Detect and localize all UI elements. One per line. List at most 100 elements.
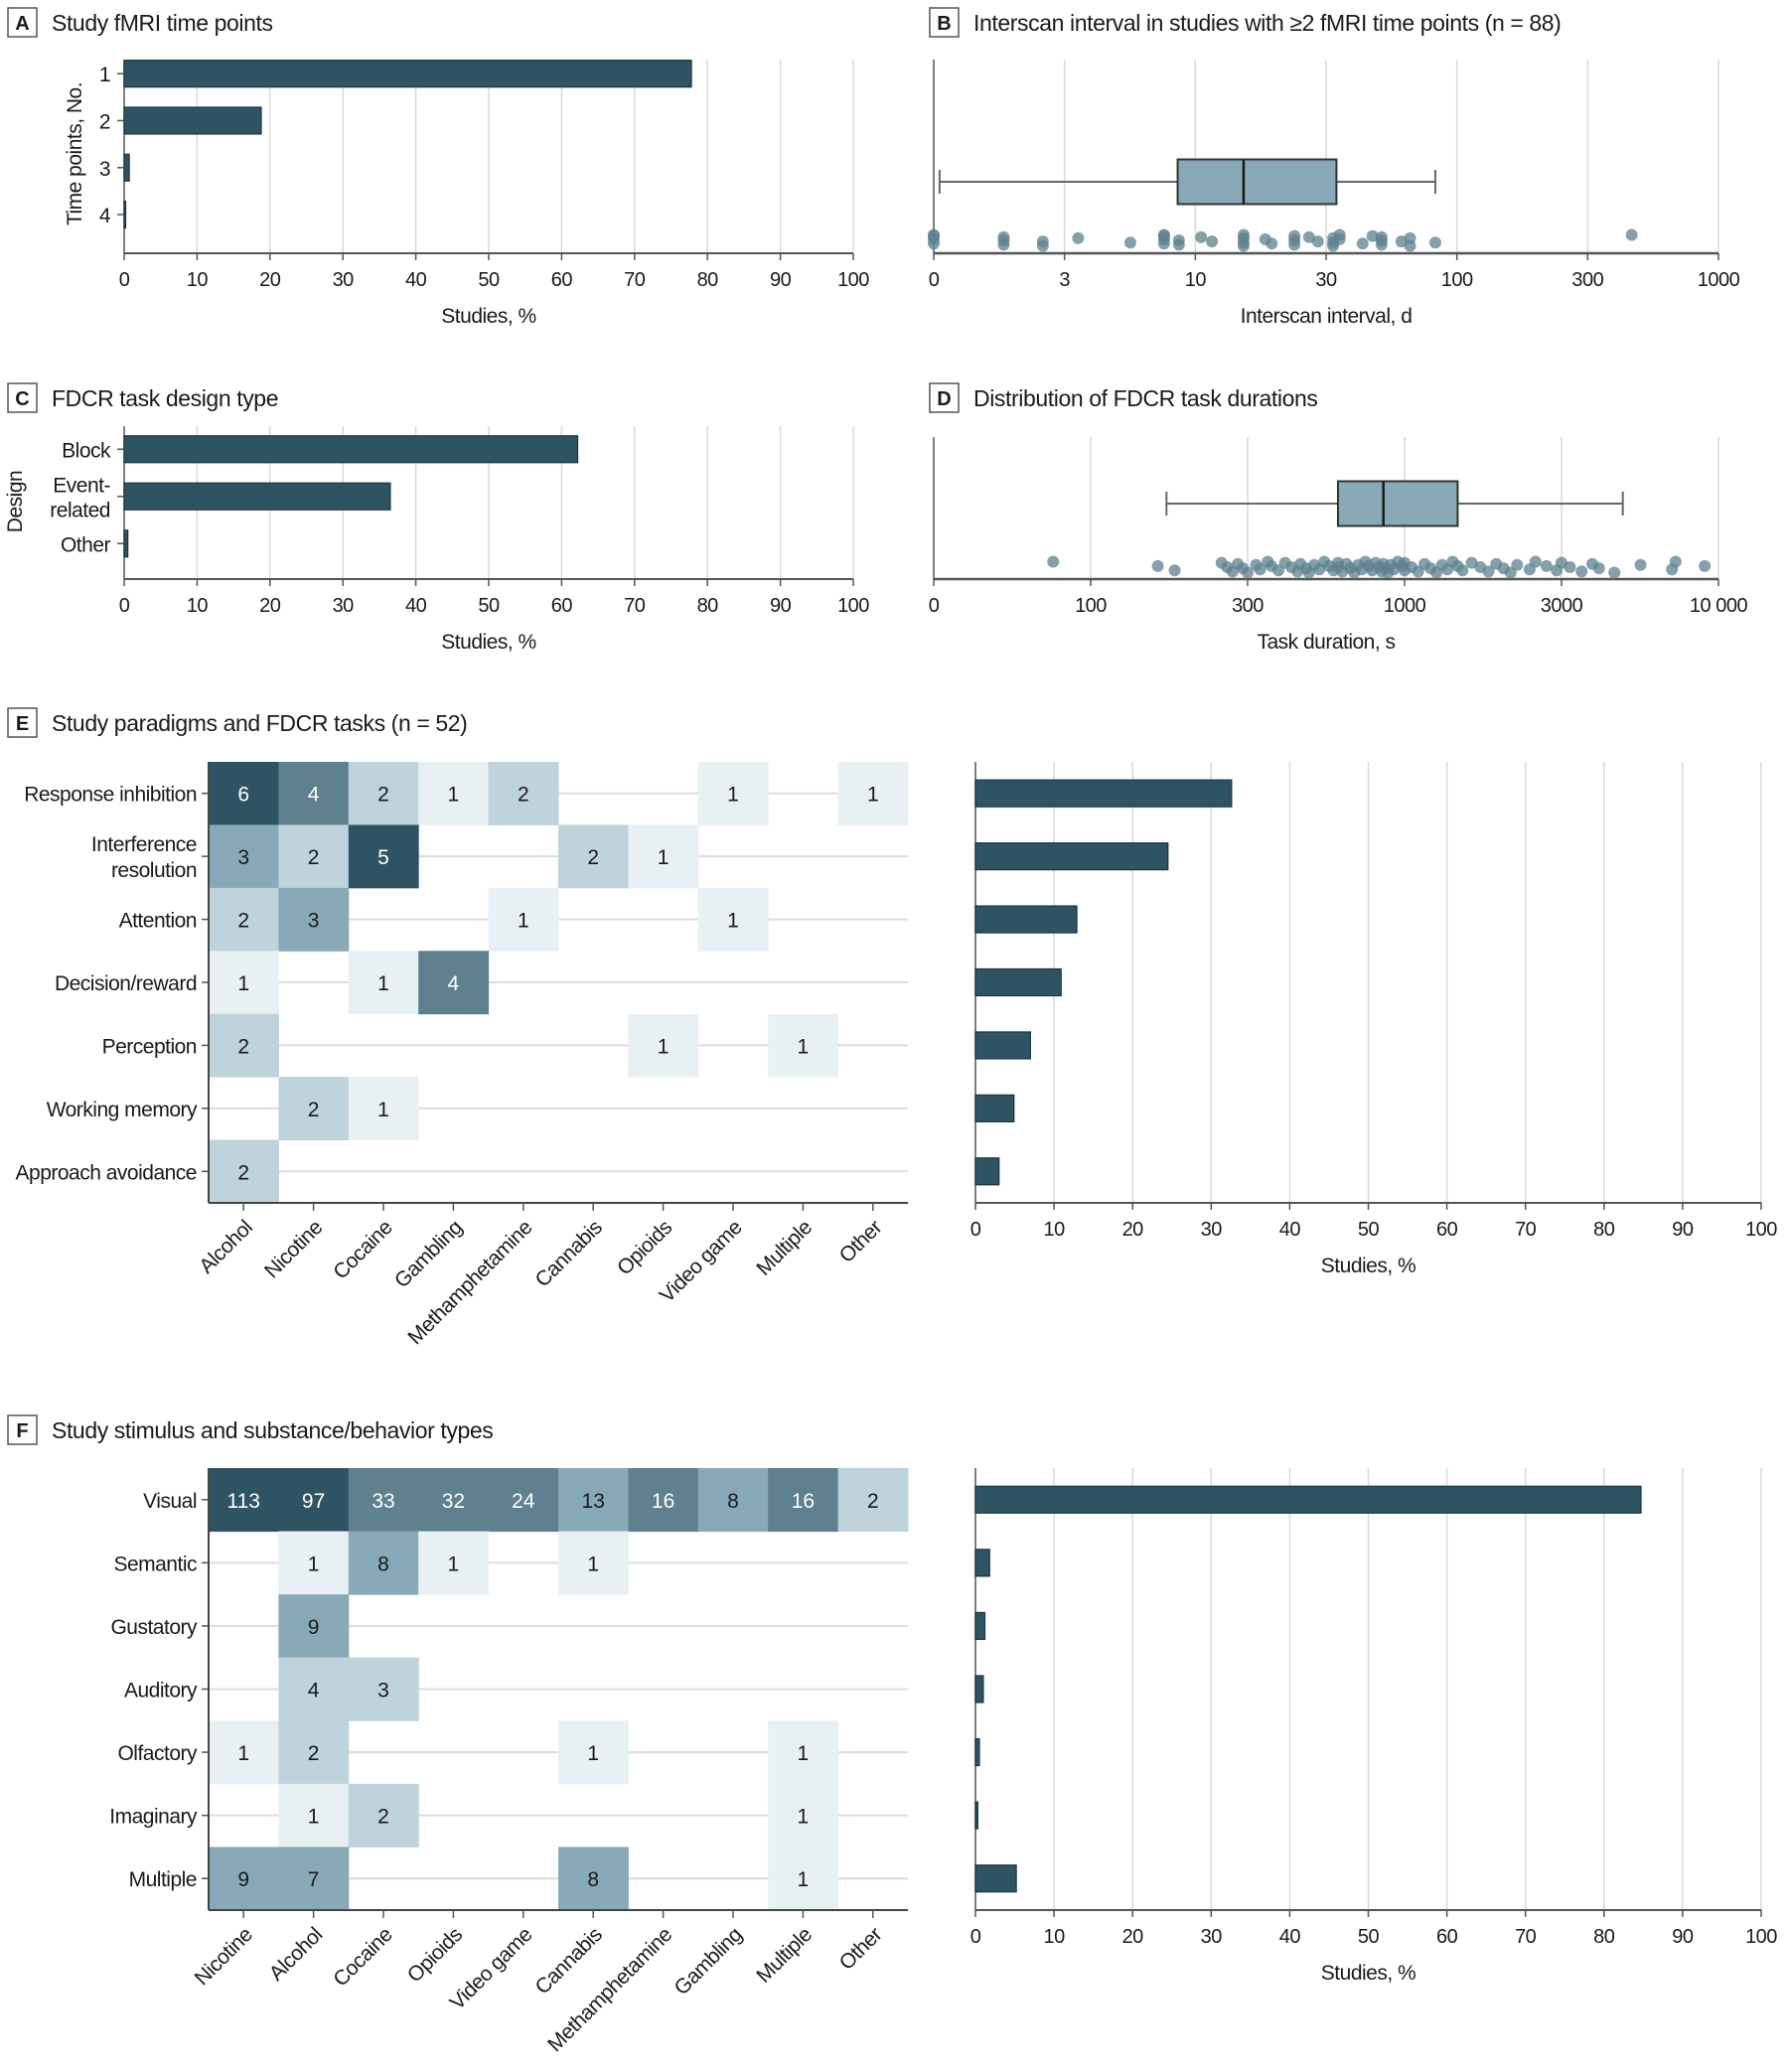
heatmap-cell: [837, 762, 909, 825]
data-point: [1072, 231, 1085, 244]
cell-value: 2: [308, 1099, 320, 1121]
cell-value: 3: [237, 846, 249, 869]
cell-value: 9: [308, 1616, 320, 1639]
data-point: [1206, 235, 1219, 248]
x-tick-label: 10: [1043, 1926, 1065, 1948]
row-label: Imaginary: [109, 1806, 198, 1829]
data-point: [1511, 558, 1524, 571]
heatmap-cell: [278, 1468, 350, 1533]
y-axis-title: Time points, No.: [64, 82, 86, 225]
data-point: [1047, 555, 1060, 568]
column-label: Opioids: [403, 1923, 467, 1987]
data-point: [1036, 239, 1049, 252]
x-tick-label: 90: [1672, 1926, 1694, 1948]
panel-letter: B: [937, 13, 951, 35]
x-tick-label: 100: [1745, 1219, 1777, 1241]
data-point: [1482, 565, 1495, 578]
cell-value: 1: [237, 972, 249, 995]
x-tick-label: 0: [970, 1926, 981, 1948]
heatmap-cell: [348, 1531, 419, 1595]
x-axis-title: Studies, %: [1321, 1255, 1416, 1277]
heatmap-cell: [209, 824, 279, 889]
data-point: [1237, 228, 1250, 241]
panel-header: [929, 7, 960, 38]
column-label: Cocaine: [329, 1923, 396, 1991]
panel-letter-box: [7, 707, 38, 738]
row-label: Gustatory: [110, 1616, 198, 1639]
heatmap-cell: [488, 887, 559, 952]
heatmap-cell: [558, 1847, 629, 1911]
cell-value: 6: [237, 784, 249, 807]
x-tick-label: 10: [187, 595, 209, 617]
data-point: [1272, 564, 1285, 577]
chart-B: [928, 60, 1719, 260]
y-category-label: 3: [99, 158, 110, 181]
heatmap-cell: [837, 1468, 909, 1533]
x-axis-title: Studies, %: [1321, 1962, 1416, 1985]
row-label: Working memory: [47, 1099, 198, 1121]
column-label: Nicotine: [191, 1923, 257, 1990]
heatmap-cell: [628, 1013, 699, 1078]
cell-value: 1: [658, 846, 670, 869]
y-category-label: Block: [62, 439, 111, 462]
cell-value: 16: [652, 1490, 674, 1513]
cell-value: 9: [237, 1868, 249, 1891]
cell-value: 1: [518, 910, 529, 933]
cell-value: 2: [308, 846, 320, 869]
data-point: [1540, 559, 1553, 572]
bar: [974, 1157, 1000, 1186]
x-tick-label: 100: [1745, 1926, 1777, 1948]
panel-title: Study paradigms and FDCR tasks (n = 52): [52, 710, 467, 736]
cell-value: 4: [448, 972, 460, 995]
x-tick-label: 70: [624, 595, 646, 617]
x-tick-label: 40: [1279, 1926, 1301, 1948]
panel-letter: C: [15, 388, 29, 410]
bar: [974, 1611, 986, 1641]
chart-A: [117, 60, 854, 260]
chart-D: [933, 437, 1719, 586]
panel-header: [7, 382, 38, 413]
cell-value: 1: [587, 1553, 599, 1575]
column-label: Nicotine: [260, 1216, 327, 1282]
cell-value: 2: [518, 784, 529, 807]
x-tick-label: 30: [333, 269, 355, 291]
data-point: [1428, 236, 1441, 249]
x-tick-label: 60: [1436, 1219, 1458, 1241]
bar: [123, 482, 391, 511]
heatmap-cell: [348, 1468, 419, 1533]
bar: [974, 967, 1062, 997]
x-tick-label: 100: [837, 269, 869, 291]
heatmap-cell: [418, 1468, 490, 1533]
cell-value: 1: [587, 1742, 599, 1765]
column-label: Opioids: [613, 1216, 676, 1279]
data-point: [1151, 559, 1164, 572]
bar: [974, 1031, 1031, 1060]
x-tick-label: 3000: [1541, 595, 1583, 617]
data-point: [1302, 230, 1315, 243]
chart-E: [202, 762, 909, 1211]
cell-value: 2: [867, 1490, 879, 1513]
heatmap-cell: [278, 1594, 350, 1659]
chart-F-bar: [974, 1468, 1762, 1917]
cell-value: 1: [798, 1742, 810, 1765]
row-label: Auditory: [124, 1680, 198, 1702]
data-point: [928, 229, 940, 242]
data-point: [1242, 566, 1254, 579]
column-label: Multiple: [752, 1216, 817, 1280]
data-point: [1254, 563, 1266, 576]
x-tick-label: 70: [624, 269, 646, 291]
heatmap-cell: [209, 1013, 279, 1078]
x-tick-label: 60: [551, 269, 573, 291]
cell-value: 3: [377, 1680, 389, 1702]
heatmap-cell: [348, 762, 419, 825]
heatmap-cell: [209, 1468, 279, 1533]
chart-C: [117, 426, 854, 586]
cell-value: 97: [302, 1490, 325, 1513]
x-tick-label: 90: [1672, 1219, 1694, 1241]
bar: [974, 1549, 990, 1577]
data-point: [1699, 559, 1712, 572]
cell-value: 1: [798, 1868, 810, 1891]
data-point: [1311, 235, 1324, 248]
heatmap-cell: [558, 1468, 629, 1533]
cell-value: 1: [377, 972, 389, 995]
